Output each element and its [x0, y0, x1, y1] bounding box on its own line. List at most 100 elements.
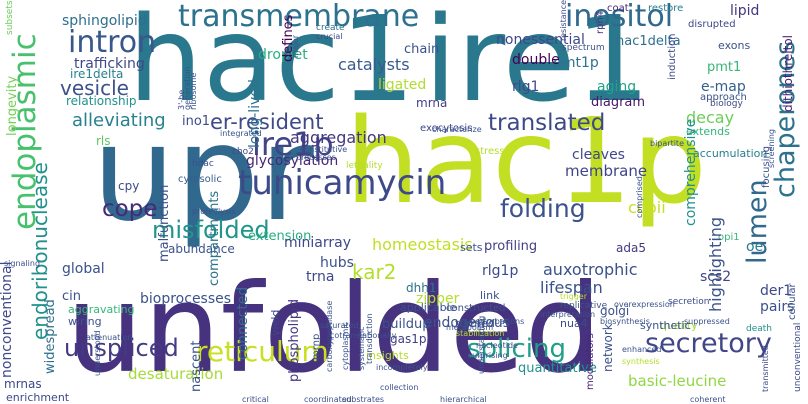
word: relationship — [66, 94, 137, 108]
word: inositol — [565, 0, 674, 34]
word: exons — [718, 39, 751, 52]
word: tunicamycin — [238, 163, 447, 203]
word: unconventional — [793, 322, 803, 392]
word: golgi — [600, 304, 630, 318]
word: ire1 — [424, 0, 651, 128]
word: hac1 — [128, 0, 416, 128]
word: cytosolic — [178, 174, 222, 185]
word: cytoplasmic — [341, 322, 350, 370]
word: carboxypeptidase — [325, 300, 334, 372]
word: integrated — [220, 129, 262, 138]
word: unspliced — [64, 334, 179, 362]
word: synthesis — [622, 357, 660, 366]
word: synthetic — [640, 319, 691, 332]
word: trafficking — [74, 56, 145, 72]
word: hdac — [192, 159, 214, 169]
word: spectrum — [562, 43, 605, 53]
word: applicable — [400, 301, 457, 314]
word: transmitted — [761, 345, 770, 392]
word: catalysts — [338, 55, 410, 74]
word: extension — [248, 229, 312, 244]
word: ligated — [378, 77, 427, 93]
word: ire1delta — [70, 67, 124, 81]
word: abundance — [168, 242, 235, 256]
word: collection — [380, 383, 419, 392]
word: highlighting — [706, 216, 725, 312]
word: rlg1p — [482, 263, 519, 279]
word: disrupted — [688, 19, 736, 30]
word: desaturation — [128, 365, 224, 383]
word: pmt1p — [553, 55, 599, 71]
word: suppressed — [684, 317, 730, 326]
word: extends — [686, 125, 730, 138]
word: endogenous — [424, 315, 511, 331]
word: comprehensive — [683, 118, 699, 226]
word: oe — [746, 239, 764, 255]
word: restore — [648, 3, 684, 14]
word: bioprocesses — [140, 291, 232, 307]
word: sphingolipid — [62, 13, 147, 29]
word: cleaves — [572, 147, 625, 163]
word: er-resident — [210, 110, 324, 134]
word: double — [512, 52, 560, 68]
word: secretory — [645, 328, 772, 359]
word: understanding — [477, 315, 486, 374]
word: trigger — [560, 292, 588, 301]
word: glycosylation — [246, 153, 339, 169]
word: auxotrophic — [543, 260, 638, 279]
word: approach — [700, 92, 747, 103]
word: stabilization — [456, 329, 505, 338]
word: nua4 — [560, 317, 588, 330]
word: major — [291, 34, 300, 58]
word: homeostasis — [372, 235, 473, 254]
word: death — [746, 324, 772, 334]
word: e-map — [701, 79, 746, 95]
word: bipartite — [650, 139, 684, 148]
word: interpretation — [540, 310, 596, 319]
word: basic-leucine — [628, 372, 727, 390]
word: der1 — [760, 283, 793, 299]
word: widespread — [43, 299, 58, 374]
word: membrane — [565, 162, 648, 180]
word: signaling — [4, 259, 41, 268]
word: exocytosis — [420, 123, 473, 134]
word: scs2 — [700, 269, 732, 285]
word: constructed — [446, 303, 506, 314]
word: rpn4 — [595, 10, 606, 34]
word: diagram — [591, 95, 646, 110]
word: long-lived — [247, 79, 263, 148]
word: nucleotide — [476, 341, 518, 350]
word: reticulum — [196, 335, 329, 368]
word: incompletely — [376, 363, 428, 372]
word: lifespan — [540, 278, 603, 297]
word: ribosome — [189, 72, 198, 110]
word: induction — [667, 33, 678, 80]
word: coordinated — [304, 395, 352, 404]
word: sets — [460, 241, 483, 254]
word: replicative — [560, 301, 608, 311]
word: insights — [366, 349, 409, 362]
word: miniarray — [284, 235, 351, 251]
word: cotranslationally — [330, 331, 397, 340]
word: modulators — [585, 333, 596, 390]
word: connected — [235, 286, 251, 360]
word: understood — [93, 330, 102, 376]
word: surprising — [468, 351, 508, 360]
word: droplet — [258, 47, 308, 63]
word: mrnp — [311, 333, 322, 360]
word: coherent — [690, 395, 726, 404]
word: enrichment — [6, 391, 70, 404]
word: biosynthesis — [600, 317, 650, 326]
word: cho2 — [232, 147, 254, 157]
word: cin — [62, 289, 81, 304]
word: ire1p — [252, 125, 334, 163]
word: resistance — [559, 0, 568, 41]
word: nascent — [189, 340, 204, 392]
word: cpy — [118, 179, 140, 193]
word: critical — [242, 395, 269, 404]
word: attenuation — [86, 333, 133, 342]
word: hac1delta — [616, 34, 681, 49]
word: stress — [475, 146, 505, 157]
word: network — [601, 323, 615, 372]
